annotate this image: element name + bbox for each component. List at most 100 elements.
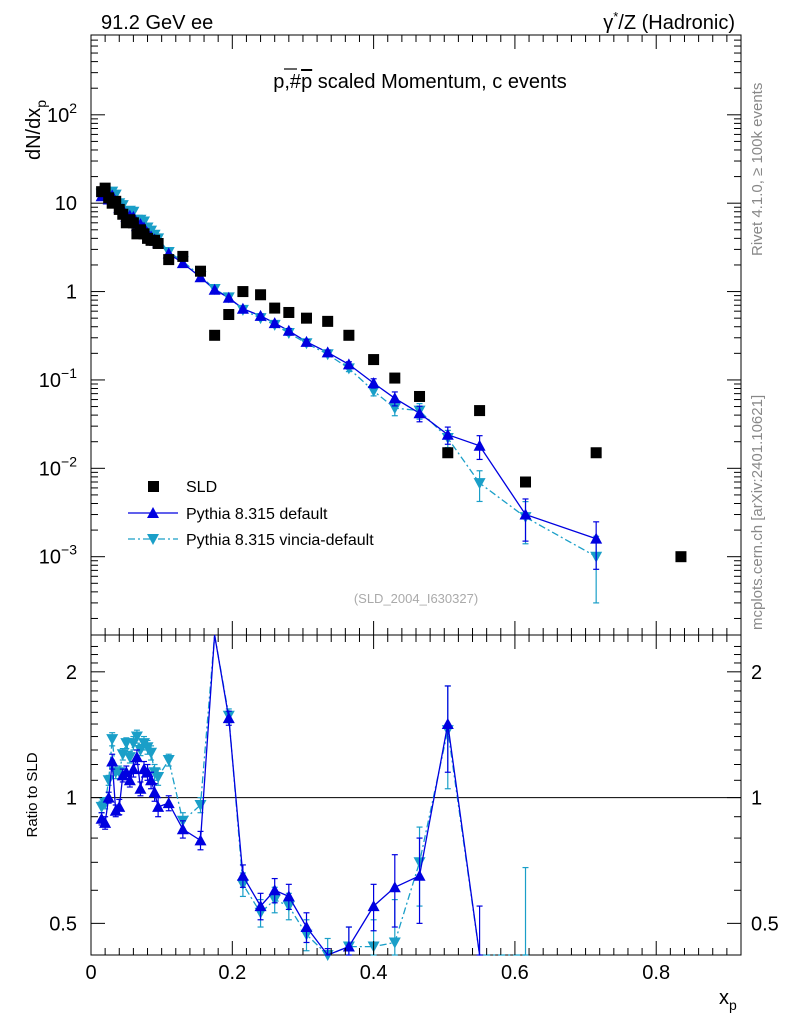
legend-entry-default: Pythia 8.315 default	[128, 506, 328, 523]
legend-marker-vincia	[147, 534, 159, 545]
x-tick-label: 0.2	[218, 962, 246, 984]
ratio-point-default	[222, 712, 235, 724]
ratio-point-vincia	[116, 749, 129, 761]
ratio-point-default	[268, 884, 281, 896]
main-point-sld	[152, 237, 164, 249]
ratio-point-default	[367, 900, 380, 912]
ratio-point-default	[145, 774, 158, 786]
header-energy-label: 91.2 GeV ee	[101, 12, 213, 34]
ratio-point-vincia	[123, 752, 136, 764]
main-panel: 10−3 10−2 10−1 1 10 102 p,#p scaled Momentum,…	[23, 34, 742, 636]
main-point-sld	[474, 405, 486, 417]
header-process-label: γ*/Z (Hadronic)	[603, 9, 735, 34]
x-tick-label: 0.4	[360, 962, 388, 984]
main-point-vincia	[473, 478, 486, 490]
main-point-sld	[300, 312, 312, 324]
main-y-tick-label: 102	[47, 100, 77, 127]
main-point-sld	[223, 309, 235, 321]
legend-marker-sld	[148, 481, 159, 492]
main-point-sld	[368, 354, 380, 366]
legend-label-sld: SLD	[186, 479, 217, 496]
main-y-tick-label: 10	[55, 193, 77, 215]
ratio-y-tick-label: 0.5	[49, 913, 77, 935]
legend-entry-sld: SLD	[148, 479, 217, 496]
main-point-default	[194, 271, 207, 283]
ratio-point-default	[236, 869, 249, 881]
ratio-point-default	[300, 921, 313, 933]
main-point-default	[236, 302, 249, 314]
main-point-sld	[414, 390, 426, 402]
ratio-y-tick-label-right: 2	[751, 662, 762, 684]
ratio-point-default	[134, 782, 147, 794]
plot-title: p,#p scaled Momentum, c events	[273, 71, 567, 93]
main-point-sld	[675, 551, 687, 563]
main-point-default	[388, 392, 401, 404]
x-axis-ticks: 0 0.2 0.4 0.6 0.8	[85, 35, 742, 984]
main-point-default	[222, 291, 235, 303]
main-point-default	[519, 508, 532, 520]
x-tick-label: 0	[85, 962, 96, 984]
main-point-sld	[590, 447, 602, 459]
x-tick-label: 0.6	[501, 962, 529, 984]
ratio-point-vincia	[152, 772, 165, 784]
ratio-point-default	[102, 791, 115, 803]
ratio-point-default	[162, 797, 175, 809]
ratio-point-vincia	[162, 755, 175, 767]
ratio-point-vincia	[102, 775, 115, 787]
ratio-point-vincia	[145, 747, 158, 759]
main-point-sld	[177, 250, 189, 262]
ratio-point-default	[176, 823, 189, 835]
main-point-sld	[520, 476, 532, 488]
main-point-default	[473, 439, 486, 451]
main-point-default	[590, 532, 603, 544]
ratio-data-series	[95, 634, 529, 961]
ratio-point-default	[194, 834, 207, 846]
main-point-vincia	[367, 385, 380, 397]
main-point-sld	[99, 182, 111, 194]
ratio-point-default	[123, 774, 136, 786]
main-point-sld	[237, 286, 249, 298]
main-point-default	[321, 346, 334, 358]
x-tick-label: 0.8	[642, 962, 670, 984]
main-point-sld	[127, 217, 139, 229]
ratio-y-tick-label: 1	[66, 788, 77, 810]
main-data-series	[95, 182, 687, 604]
main-y-tick-label: 10−1	[39, 365, 77, 392]
ratio-point-default	[388, 881, 401, 893]
ratio-point-vincia	[106, 734, 119, 746]
ratio-y-tick-label: 2	[66, 662, 77, 684]
main-point-sld	[110, 195, 122, 207]
ratio-point-vincia	[388, 937, 401, 949]
legend-label-default: Pythia 8.315 default	[186, 506, 328, 523]
main-point-default	[342, 358, 355, 370]
ratio-y-tick-label-right: 0.5	[751, 913, 779, 935]
ratio-point-default	[413, 869, 426, 881]
main-y-tick-label: 1	[66, 282, 77, 304]
ratio-point-default	[254, 900, 267, 912]
main-axis-ticks: 10−3 10−2 10−1 1 10 102	[39, 34, 741, 619]
main-point-default	[208, 283, 221, 295]
ratio-point-default	[282, 890, 295, 902]
main-point-default	[413, 407, 426, 419]
mcplots-credit-label: mcplots.cern.ch [arXiv:2401.10621]	[749, 395, 766, 630]
main-point-default	[268, 317, 281, 329]
main-point-default	[282, 324, 295, 336]
legend-label-vincia: Pythia 8.315 vincia-default	[186, 532, 374, 549]
legend-entry-vincia: Pythia 8.315 vincia-default	[128, 532, 374, 549]
ratio-point-default	[99, 816, 112, 828]
ratio-point-default	[127, 763, 140, 775]
main-y-tick-label: 10−2	[39, 453, 77, 480]
main-point-sld	[343, 329, 355, 341]
main-point-sld	[163, 254, 175, 266]
ratio-point-default	[106, 755, 119, 767]
y-axis-ratio-label: Ratio to SLD	[24, 752, 41, 837]
analysis-watermark: (SLD_2004_I630327)	[354, 591, 478, 606]
rivet-version-label: Rivet 4.1.0, ≥ 100k events	[749, 83, 766, 256]
legend: SLD Pythia 8.315 default Pythia 8.315 vi…	[128, 479, 374, 549]
ratio-point-default	[113, 800, 126, 812]
main-point-sld	[283, 306, 295, 318]
main-point-sld	[442, 447, 454, 459]
legend-marker-default	[147, 507, 159, 518]
main-point-default	[254, 309, 267, 321]
main-point-sld	[322, 315, 334, 327]
